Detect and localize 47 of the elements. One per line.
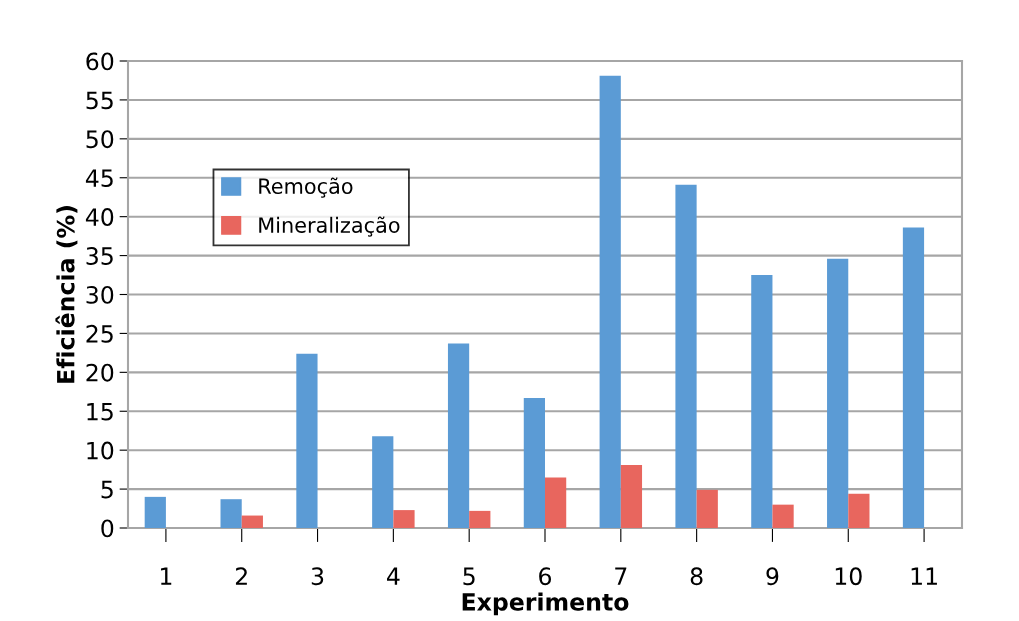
bar (827, 258, 849, 528)
bar (675, 184, 697, 528)
x-tick-label: 8 (690, 567, 703, 586)
y-tick-label: 60 (86, 52, 114, 71)
bar (696, 489, 718, 528)
bar (393, 510, 415, 528)
y-tick-label: 40 (85, 208, 114, 226)
bar (241, 515, 263, 528)
bar (296, 353, 318, 528)
x-tick-label: 10 (835, 567, 862, 586)
bar (772, 504, 794, 528)
y-tick-label: 15 (87, 403, 113, 421)
y-tick-label: 25 (86, 324, 113, 343)
x-tick-label: 11 (911, 567, 937, 585)
bar (469, 510, 491, 528)
bar (545, 477, 567, 528)
bar (620, 464, 643, 528)
bar (220, 499, 242, 528)
bar (523, 398, 545, 528)
y-tick-label: 5 (101, 480, 113, 499)
bar (447, 343, 470, 528)
y-tick-label: 20 (86, 363, 114, 382)
legend-label: Mineralização (259, 216, 400, 237)
bar (144, 496, 166, 528)
y-axis-title: Eficiência (%) (55, 206, 78, 383)
x-tick-label: 2 (235, 567, 247, 585)
bar (848, 493, 870, 528)
legend-label: Remoção (259, 177, 353, 198)
y-tick-label: 10 (87, 441, 114, 460)
y-tick-label: 0 (101, 519, 114, 538)
x-tick-label: 6 (539, 567, 552, 586)
x-axis-title: Experimento (462, 592, 629, 616)
bar (902, 227, 925, 528)
x-tick-label: 1 (160, 567, 172, 585)
y-tick-label: 30 (86, 285, 114, 304)
x-tick-label: 9 (766, 567, 779, 586)
y-tick-label: 50 (86, 130, 114, 149)
x-tick-label: 5 (463, 567, 475, 586)
y-tick-label: 55 (86, 91, 113, 110)
x-tick-label: 4 (387, 567, 400, 585)
y-tick-label: 35 (86, 247, 113, 265)
bar (599, 75, 621, 528)
y-tick-label: 45 (85, 169, 113, 188)
x-tick-label: 7 (615, 567, 627, 585)
bar (751, 275, 773, 528)
bar (372, 436, 394, 528)
x-tick-label: 3 (311, 567, 324, 586)
